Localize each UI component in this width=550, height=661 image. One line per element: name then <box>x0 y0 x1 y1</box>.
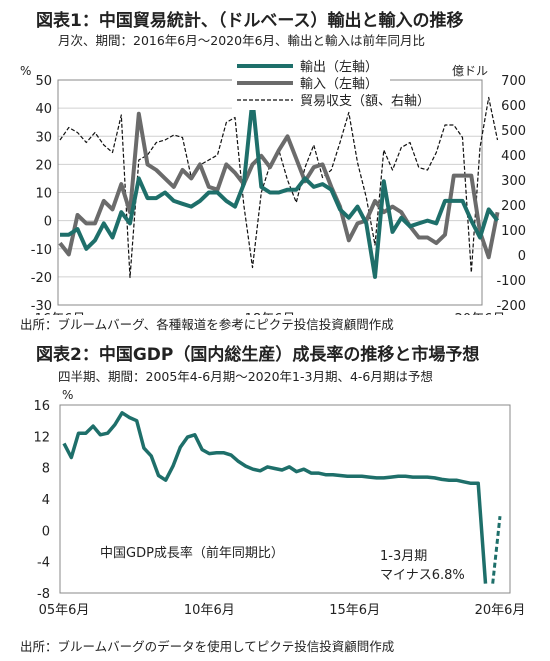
figure1-left-tick-label: 20 <box>35 158 52 173</box>
figure1-right-tick-label: -100 <box>496 274 526 289</box>
figure2-subtitle: 四半期、期間：2005年4-6月期〜2020年1-3月期、4-6月期は予想 <box>58 369 433 384</box>
figure2-annotation-quarter: 1-3月期 <box>380 549 427 564</box>
figure1-right-tick-label: -200 <box>496 299 526 314</box>
figure1-x-tick-label: 16年6月 <box>35 312 86 315</box>
figure2-y-tick-label: 16 <box>33 399 50 414</box>
figure1-left-tick-label: -30 <box>31 299 52 314</box>
figure2-plot-frame <box>59 404 511 594</box>
figure2-series-line <box>62 411 488 584</box>
figure2-y-tick-label: -4 <box>37 556 50 571</box>
figure1-left-tick-label: -20 <box>31 271 52 286</box>
figure2-x-tick-label: 05年6月 <box>39 603 90 618</box>
figure2-y-tick-label: 12 <box>33 430 50 445</box>
figure1-series-line <box>58 111 500 260</box>
figure1-right-tick-label: 700 <box>501 74 526 89</box>
figure1-right-tick-label: 100 <box>501 224 526 239</box>
figure1-right-tick-label: 0 <box>518 249 526 264</box>
figure1-x-tick-label: 20年6月 <box>455 312 506 315</box>
figure1-right-tick-label: 300 <box>501 174 526 189</box>
figure1-left-tick-label: 30 <box>35 130 52 145</box>
figure2-y-tick-label: 0 <box>42 524 50 539</box>
figure1-subtitle: 月次、期間：2016年6月〜2020年6月、輸出と輸入は前年同月比 <box>58 33 426 48</box>
figure1-left-tick-label: 10 <box>35 187 52 202</box>
figure1-left-tick-label: 40 <box>35 102 52 117</box>
figure2-x-tick-label: 10年6月 <box>184 603 235 618</box>
figure2-x-tick-label: 20年6月 <box>475 603 526 618</box>
figure1-series-line <box>59 96 499 279</box>
legend-label-export: 輸出（左軸） <box>300 60 378 75</box>
figure1-source: 出所：ブルームバーグ、各種報道を参考にピクテ投信投資顧問作成 <box>20 317 394 332</box>
figure2-title: 図表2：中国GDP（国内総生産）成長率の推移と市場予想 <box>36 345 480 365</box>
figure1-right-unit: 億ドル <box>452 64 488 78</box>
figure1-right-tick-label: 400 <box>501 149 526 164</box>
figure2-x-tick-label: 15年6月 <box>329 603 380 618</box>
figure2-source: 出所：ブルームバーグのデータを使用してピクテ投信投資顧問作成 <box>20 639 395 654</box>
figure2-y-tick-label: -8 <box>37 587 50 602</box>
figure1-left-tick-label: -10 <box>31 243 52 258</box>
figure1-legend: 輸出（左軸） 輸入（左軸） 貿易収支（額、右軸） <box>232 58 430 110</box>
figure2-forecast-line <box>491 516 502 584</box>
figure1-right-tick-label: 500 <box>501 124 526 139</box>
figure2-unit: % <box>62 388 73 402</box>
figure1-chart: % 億ドル -30-20-1001020304050-200-100010020… <box>20 58 526 315</box>
legend-label-balance: 貿易収支（額、右軸） <box>300 94 430 109</box>
figure1-right-tick-label: 600 <box>501 99 526 114</box>
figure1-right-tick-label: 200 <box>501 199 526 214</box>
figure2-chart: % -8 -4 0 4 8 12 16 05年6月 10年6月 15年6月 20年6月 中国GDP成… <box>33 388 526 618</box>
figure1-title: 図表1：中国貿易統計、（ドルベース）輸出と輸入の推移 <box>36 11 464 31</box>
figure2-y-tick-label: 8 <box>42 462 50 477</box>
legend-label-import: 輸入（左軸） <box>300 77 378 92</box>
figure1-left-unit: % <box>20 64 31 78</box>
figure2-y-tick-label: 4 <box>42 493 50 508</box>
figure1-x-tick-label: 18年6月 <box>245 312 296 315</box>
figure1-left-tick-label: 50 <box>35 74 52 89</box>
figure1-left-tick-label: 0 <box>44 215 52 230</box>
figure2-annotation-value: マイナス6.8% <box>380 568 465 583</box>
figure1-series-line <box>60 97 500 279</box>
figure2-series-label: 中国GDP成長率（前年同期比） <box>100 545 284 561</box>
